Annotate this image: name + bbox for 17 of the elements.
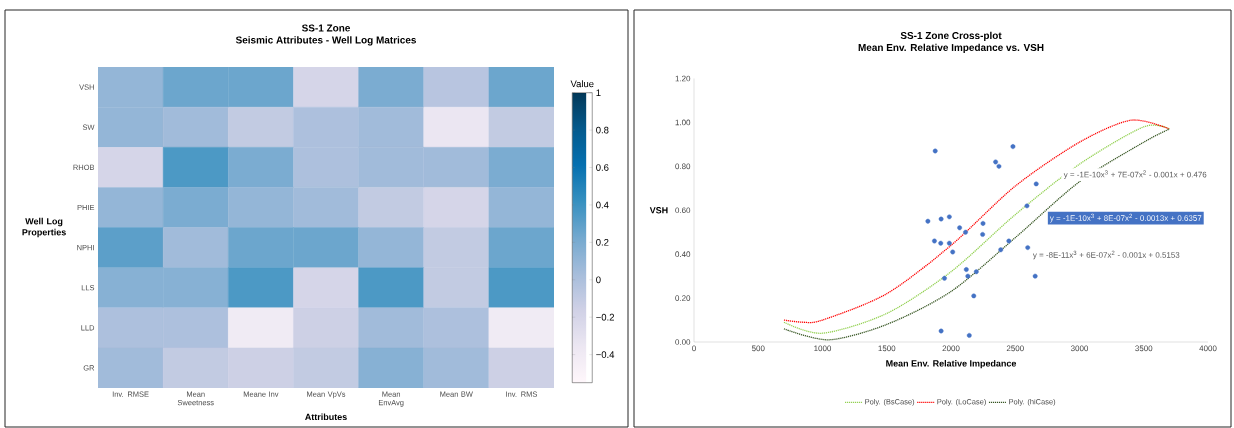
color-bar-label: −0.2	[596, 313, 614, 321]
color-bar-label: 0.8	[596, 126, 609, 134]
color-bar-label: 0	[596, 276, 601, 284]
color-bar-label: 0.4	[596, 201, 609, 209]
x-axis-title: Mean Env. Relative Impedance	[886, 360, 1017, 369]
chart-title: SS-1 Zone Cross-plot	[900, 31, 1002, 42]
color-bar-label: 0.6	[596, 164, 609, 171]
color-bar-label: 0.2	[596, 239, 609, 246]
x-axis-title: Attributes	[305, 413, 347, 421]
color-bar-label: −0.4	[596, 351, 615, 358]
chart-subtitle: Seismic Attributes - Well Log Matrices	[235, 36, 417, 46]
chart-title: SS-1 Zone	[301, 24, 351, 32]
color-bar-label: 1	[596, 89, 601, 96]
y-axis-title: Well Log Properties	[22, 217, 66, 238]
y-axis-title: VSH	[649, 207, 668, 214]
chart-subtitle: Mean Env. Relative Impedance vs. VSH	[858, 43, 1044, 53]
color-bar-title: Value	[570, 80, 594, 88]
